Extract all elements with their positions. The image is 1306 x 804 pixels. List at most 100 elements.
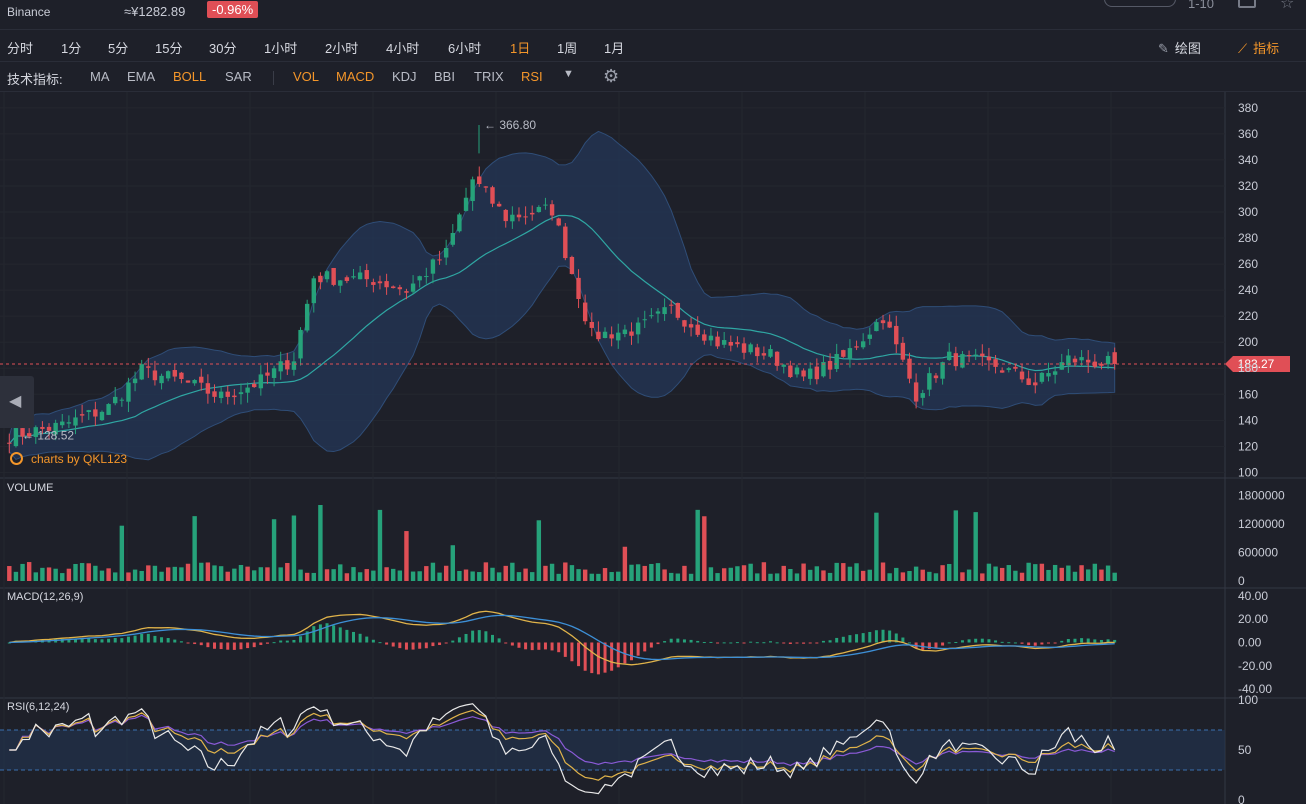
candle-body xyxy=(391,286,396,289)
macd-bar xyxy=(451,640,455,643)
indicator-ema[interactable]: EMA xyxy=(127,69,156,84)
indicator-button[interactable]: ⟋ 指标 xyxy=(1238,38,1279,57)
timeframe-button[interactable]: 6小时 xyxy=(448,41,482,56)
volume-bar xyxy=(536,520,542,581)
volume-bar xyxy=(523,568,528,581)
macd-bar xyxy=(252,642,256,648)
macd-tick: 40.00 xyxy=(1238,589,1268,603)
candle-body xyxy=(410,283,416,292)
timeframe-button[interactable]: 30分 xyxy=(209,41,237,56)
price-tick: 260 xyxy=(1238,257,1258,271)
volume-bar xyxy=(192,516,197,581)
timeframe-button-active[interactable]: 1日 xyxy=(510,41,531,56)
candle-body xyxy=(106,404,111,415)
draw-button[interactable]: ✎ 绘图 xyxy=(1158,38,1201,57)
macd-bar xyxy=(352,631,355,643)
candle-body xyxy=(1033,382,1038,386)
collapse-sidebar-button[interactable]: ◀ xyxy=(0,376,34,428)
chart-area[interactable]: 183.27 ← 366.80 ← 128.52 380 360 340 320 300 280… xyxy=(0,92,1306,804)
macd-bar xyxy=(649,642,653,648)
macd-bar xyxy=(160,637,164,643)
volume-bar xyxy=(649,563,654,581)
volume-bar xyxy=(596,573,601,581)
timeframe-button[interactable]: 1周 xyxy=(557,41,578,56)
timeframe-button[interactable]: 1小时 xyxy=(264,41,298,56)
timeframe-button[interactable]: 4小时 xyxy=(386,41,420,56)
timeframe-button[interactable]: 5分 xyxy=(108,41,129,56)
candle-body xyxy=(304,303,310,331)
macd-bar xyxy=(716,642,720,644)
volume-bar xyxy=(377,509,383,581)
indicator-bbi[interactable]: BBI xyxy=(434,69,455,84)
candle-body xyxy=(113,396,118,404)
volume-bar xyxy=(60,573,65,581)
volume-bar xyxy=(179,567,184,581)
indicator-ma[interactable]: MA xyxy=(90,69,110,84)
volume-bar xyxy=(53,568,58,581)
gear-icon[interactable]: ⚙ xyxy=(603,66,620,86)
macd-bar xyxy=(868,631,872,643)
macd-tick: 20.00 xyxy=(1238,612,1268,626)
candle-body xyxy=(1046,373,1051,377)
indicator-rsi[interactable]: RSI xyxy=(521,69,543,84)
volume-bar xyxy=(1039,563,1045,581)
indicator-bar-label: 技术指标: xyxy=(7,72,63,87)
macd-bar xyxy=(1093,639,1097,643)
indicator-vol[interactable]: VOL xyxy=(293,69,320,84)
star-icon[interactable]: ☆ xyxy=(1280,0,1295,12)
macd-bar xyxy=(596,642,600,675)
top-right-pill-button[interactable] xyxy=(1104,0,1176,7)
volume-bar xyxy=(688,573,694,581)
candle-body xyxy=(165,371,171,379)
indicator-sar[interactable]: SAR xyxy=(225,69,252,84)
macd-bar xyxy=(239,642,243,650)
indicator-boll[interactable]: BOLL xyxy=(173,69,207,84)
volume-bar xyxy=(437,572,442,581)
chevron-down-icon[interactable]: ▼ xyxy=(563,68,574,80)
volume-bar xyxy=(589,573,594,581)
candle-body xyxy=(1013,366,1018,369)
indicator-kdj[interactable]: KDJ xyxy=(392,69,417,84)
timeframe-button[interactable]: 2小时 xyxy=(325,41,359,56)
candle-body xyxy=(788,365,793,378)
macd-bar xyxy=(841,636,845,643)
volume-bar xyxy=(450,545,455,581)
volume-bar xyxy=(159,571,164,581)
volume-bar xyxy=(165,567,171,581)
window-icon[interactable] xyxy=(1238,0,1256,8)
macd-bar xyxy=(636,642,640,656)
volume-bar xyxy=(821,570,826,581)
volume-bar xyxy=(973,512,978,581)
indicator-trix[interactable]: TRIX xyxy=(474,69,504,84)
macd-bar xyxy=(960,640,964,643)
candle-body xyxy=(20,428,25,437)
macd-bar xyxy=(126,636,130,643)
volume-bar xyxy=(894,567,899,581)
candle-body xyxy=(1006,368,1011,370)
indicator-macd[interactable]: MACD xyxy=(336,69,375,84)
price-tick: 220 xyxy=(1238,309,1258,323)
volume-bar xyxy=(847,566,853,581)
macd-bar xyxy=(285,640,289,643)
macd-bar xyxy=(861,633,865,643)
candle-body xyxy=(1066,355,1071,366)
volume-bar xyxy=(1079,565,1084,581)
candle-body xyxy=(377,281,383,284)
macd-bar xyxy=(173,639,177,643)
timeframe-button[interactable]: 15分 xyxy=(155,41,183,56)
macd-bar xyxy=(444,642,448,644)
candle-body xyxy=(46,426,52,431)
candle-body xyxy=(218,391,224,399)
volume-bar xyxy=(33,572,38,581)
candle-body xyxy=(179,372,184,380)
timeframe-button[interactable]: 1月 xyxy=(604,41,625,56)
macd-bar xyxy=(312,626,316,643)
timeframe-button[interactable]: 分时 xyxy=(7,41,34,56)
volume-bar xyxy=(238,564,244,581)
timeframe-button[interactable]: 1分 xyxy=(61,41,82,56)
candle-body xyxy=(397,287,403,290)
candle-body xyxy=(1086,359,1091,363)
rsi6-line xyxy=(9,703,1116,795)
macd-bar xyxy=(735,642,739,644)
candle-body xyxy=(357,272,363,280)
